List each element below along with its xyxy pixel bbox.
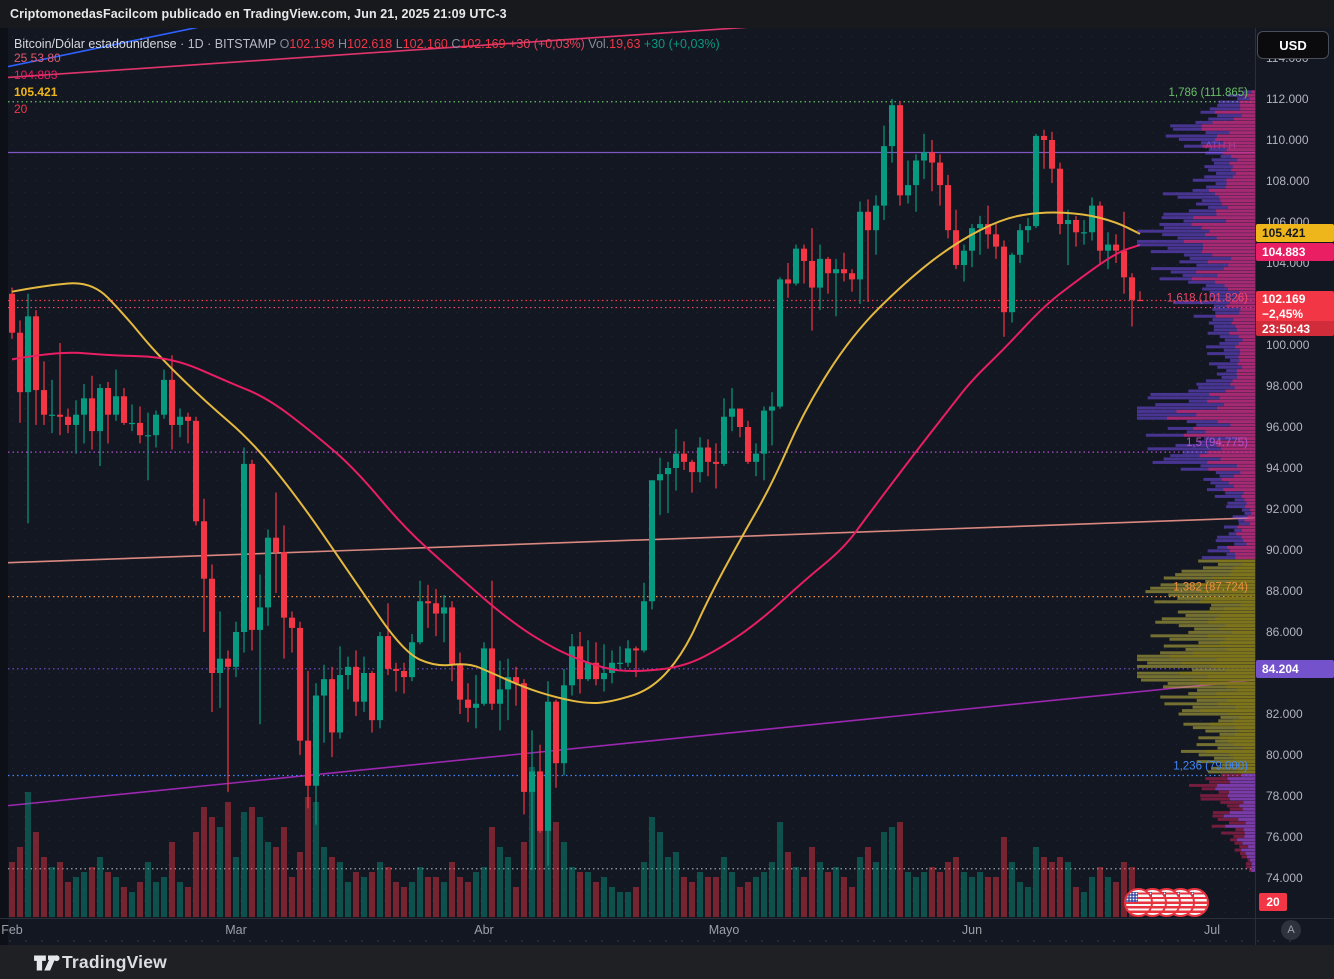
ma-yellow (11, 211, 1141, 704)
price-tick: 74.000 (1266, 871, 1303, 885)
currency-button[interactable]: USD (1257, 31, 1329, 59)
tradingview-brand[interactable]: TradingView (62, 952, 167, 972)
price-tick: 92.000 (1266, 502, 1303, 516)
fib-label: 1,5 (94.775) (1186, 437, 1248, 449)
indicator-value: 25 53 80 (14, 51, 61, 65)
ma-pink (11, 244, 1141, 673)
indicator-value: 20 (14, 102, 28, 116)
price-badge-ma-pink: 104.883 (1256, 243, 1334, 261)
indicator-value: 104.883 (14, 68, 58, 82)
auto-scale-button[interactable]: A (1281, 920, 1301, 940)
price-tick: 110.000 (1266, 133, 1309, 147)
fib-label: 1,786 (111.865) (1169, 87, 1249, 99)
volume-profile (1137, 90, 1255, 872)
price-tick: 108.000 (1266, 174, 1310, 188)
price-tick: 94.000 (1266, 461, 1303, 475)
bar-countdown: 23:50:43 (1256, 321, 1334, 336)
footer-bar: TradingView (0, 945, 1334, 979)
time-tick-Mar[interactable]: Mar (225, 923, 247, 937)
blue-trendline (8, 28, 199, 68)
fib-label: 1,618 (101.826) (1167, 293, 1248, 305)
indicator-value: 105.421 (14, 85, 58, 99)
time-tick-Abr[interactable]: Abr (474, 923, 493, 937)
time-tick-Jun[interactable]: Jun (962, 923, 982, 937)
price-tick: 78.000 (1266, 789, 1303, 803)
price-tick: 86.000 (1266, 625, 1303, 639)
volume-scale-badge: 20 (1259, 893, 1287, 911)
price-tick: 98.000 (1266, 379, 1303, 393)
current-price-value: 102.169 (1256, 291, 1334, 306)
price-tick: 96.000 (1266, 420, 1303, 434)
price-tick: 88.000 (1266, 584, 1303, 598)
price-badge-poc: 84.204 (1256, 660, 1334, 678)
plot-layers: ATH H (8, 28, 1255, 917)
flag-stickers (1124, 888, 1209, 918)
salmon-trendline (8, 517, 1255, 564)
purple-trendline (8, 679, 1255, 807)
current-price-change: −2,45% (1256, 306, 1334, 321)
price-tick: 100.000 (1266, 338, 1310, 352)
price-tick: 90.000 (1266, 543, 1303, 557)
price-tick: 82.000 (1266, 707, 1303, 721)
us-flag-sticker (1124, 888, 1153, 917)
symbol-legend: Bitcoin/Dólar estadounidense · 1D · BITS… (14, 37, 720, 51)
time-tick-Jul[interactable]: Jul (1204, 923, 1220, 937)
price-tick: 112.000 (1266, 92, 1309, 106)
price-badge-ma-yellow: 105.421 (1256, 224, 1334, 242)
fib-label: 1,236 (79.000) (1173, 761, 1248, 773)
price-tick: 80.000 (1266, 748, 1303, 762)
pink-trendline (8, 28, 749, 79)
time-tick-Feb[interactable]: Feb (1, 923, 23, 937)
chart-canvas[interactable]: ATH H1,786 (111.865) 1,618 (101.826) 1,5 (… (0, 0, 1334, 945)
fib-label: 1,382 (87.724) (1173, 582, 1248, 594)
tradingview-logo-icon[interactable] (33, 953, 63, 972)
attribution-bar: CriptomonedasFacilcom publicado en Tradi… (0, 0, 1334, 28)
candles (9, 99, 1143, 870)
time-tick-Mayo[interactable]: Mayo (709, 923, 740, 937)
price-tick: 76.000 (1266, 830, 1303, 844)
current-price-badge: 102.169 −2,45% 23:50:43 (1256, 291, 1334, 336)
attribution-text: CriptomonedasFacilcom publicado en Tradi… (10, 7, 507, 21)
